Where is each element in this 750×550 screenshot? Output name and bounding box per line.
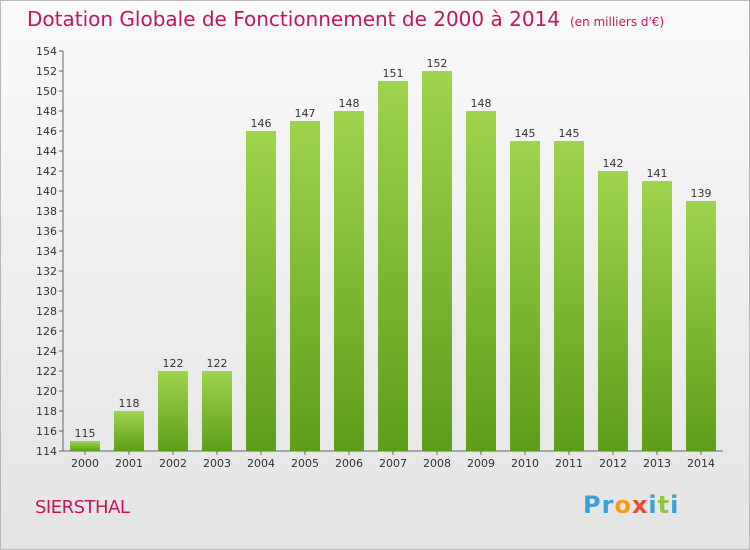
x-tick-label: 2002 (159, 457, 187, 470)
chart-bars (70, 71, 716, 451)
bar (686, 201, 716, 451)
x-tick-label: 2012 (599, 457, 627, 470)
logo-letter: x (631, 491, 649, 519)
bar (554, 141, 584, 451)
bar-value-label: 139 (691, 187, 712, 200)
x-tick-label: 2003 (203, 457, 231, 470)
bar-value-label: 148 (471, 97, 492, 110)
x-tick-label: 2004 (247, 457, 275, 470)
logo-letter: i (648, 491, 658, 519)
bar (466, 111, 496, 451)
y-tick-label: 148 (36, 105, 57, 118)
bar-value-label: 118 (119, 397, 140, 410)
y-tick-label: 134 (36, 245, 57, 258)
y-tick-label: 144 (36, 145, 57, 158)
chart-axes: 114 116 118 120 122 124 126 128 130 132 134 136 138 1… (36, 45, 723, 470)
logo-letter: i (670, 491, 680, 519)
y-tick-label: 114 (36, 445, 57, 458)
y-tick-label: 138 (36, 205, 57, 218)
x-tick-label: 2008 (423, 457, 451, 470)
bar-value-label: 147 (295, 107, 316, 120)
logo-letter: o (614, 491, 632, 519)
bar-value-label: 142 (603, 157, 624, 170)
bar (334, 111, 364, 451)
y-tick-label: 132 (36, 265, 57, 278)
x-tick-label: 2009 (467, 457, 495, 470)
bar-value-label: 145 (515, 127, 536, 140)
bar-value-label: 152 (427, 57, 448, 70)
bar-value-label: 122 (163, 357, 184, 370)
bar (378, 81, 408, 451)
x-tick-label: 2013 (643, 457, 671, 470)
x-tick-label: 2000 (71, 457, 99, 470)
x-tick-label: 2001 (115, 457, 143, 470)
bar-value-label: 151 (383, 67, 404, 80)
y-tick-label: 152 (36, 65, 57, 78)
logo-letter: t (657, 491, 671, 519)
bar-value-label: 115 (75, 427, 96, 440)
logo-letter: r (601, 491, 615, 519)
y-tick-label: 118 (36, 405, 57, 418)
y-tick-label: 128 (36, 305, 57, 318)
x-tick-label: 2011 (555, 457, 583, 470)
bar (642, 181, 672, 451)
bar-value-label: 146 (251, 117, 272, 130)
y-tick-label: 116 (36, 425, 57, 438)
y-tick-label: 120 (36, 385, 57, 398)
bar-value-label: 148 (339, 97, 360, 110)
bar (290, 121, 320, 451)
bar-value-label: 145 (559, 127, 580, 140)
bar-value-label: 122 (207, 357, 228, 370)
y-tick-label: 154 (36, 45, 57, 58)
bar (422, 71, 452, 451)
proxiti-logo[interactable]: Proxiti (583, 491, 679, 519)
y-tick-label: 140 (36, 185, 57, 198)
y-tick-label: 146 (36, 125, 57, 138)
bar (598, 171, 628, 451)
bar (70, 441, 100, 451)
x-tick-label: 2014 (687, 457, 715, 470)
y-tick-label: 126 (36, 325, 57, 338)
y-tick-label: 130 (36, 285, 57, 298)
x-tick-label: 2005 (291, 457, 319, 470)
bar (202, 371, 232, 451)
bar-value-label: 141 (647, 167, 668, 180)
chart-subtitle: (en milliers d'€) (570, 15, 665, 29)
y-tick-label: 142 (36, 165, 57, 178)
bar (510, 141, 540, 451)
chart-value-labels: 115 118 122 122 146 147 148 151 152 148 145 145 142 1… (75, 57, 712, 440)
bar (158, 371, 188, 451)
y-tick-label: 136 (36, 225, 57, 238)
x-tick-label: 2007 (379, 457, 407, 470)
commune-name: SIERSTHAL (35, 497, 130, 518)
bar (246, 131, 276, 451)
y-tick-label: 122 (36, 365, 57, 378)
chart-title: Dotation Globale de Fonctionnement de 20… (27, 7, 664, 31)
chart-title-text: Dotation Globale de Fonctionnement de 20… (27, 7, 560, 31)
logo-letter: P (583, 491, 602, 519)
x-tick-label: 2010 (511, 457, 539, 470)
y-tick-label: 124 (36, 345, 57, 358)
bar (114, 411, 144, 451)
x-tick-label: 2006 (335, 457, 363, 470)
y-tick-label: 150 (36, 85, 57, 98)
